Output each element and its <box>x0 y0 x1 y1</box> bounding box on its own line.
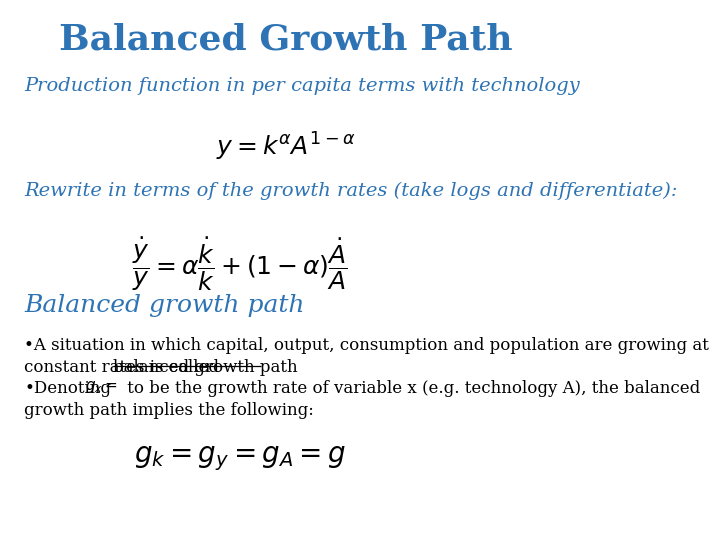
Text: growth path implies the following:: growth path implies the following: <box>24 402 314 418</box>
Text: Production function in per capita terms with technology: Production function in per capita terms … <box>24 77 580 94</box>
Text: balanced growth path: balanced growth path <box>113 359 297 376</box>
Text: $g_k = g_y = g_A = g$: $g_k = g_y = g_A = g$ <box>134 444 346 473</box>
Text: Balanced Growth Path: Balanced Growth Path <box>58 23 512 57</box>
Text: •A situation in which capital, output, consumption and population are growing at: •A situation in which capital, output, c… <box>24 337 709 354</box>
Text: $\dfrac{\dot{y}}{y} = \alpha \dfrac{\dot{k}}{k} + (1-\alpha)\dfrac{\dot{A}}{A}$: $\dfrac{\dot{y}}{y} = \alpha \dfrac{\dot… <box>132 235 348 293</box>
Text: to be the growth rate of variable x (e.g. technology A), the balanced: to be the growth rate of variable x (e.g… <box>122 380 700 397</box>
Text: $g_{x} =$: $g_{x} =$ <box>86 379 118 395</box>
Text: •Denoting: •Denoting <box>24 380 111 397</box>
Text: Balanced growth path: Balanced growth path <box>24 294 305 317</box>
Text: Rewrite in terms of the growth rates (take logs and differentiate):: Rewrite in terms of the growth rates (ta… <box>24 181 678 200</box>
Text: $y = k^{\alpha} A^{1-\alpha}$: $y = k^{\alpha} A^{1-\alpha}$ <box>216 130 355 163</box>
Text: constant rates is called: constant rates is called <box>24 359 225 376</box>
